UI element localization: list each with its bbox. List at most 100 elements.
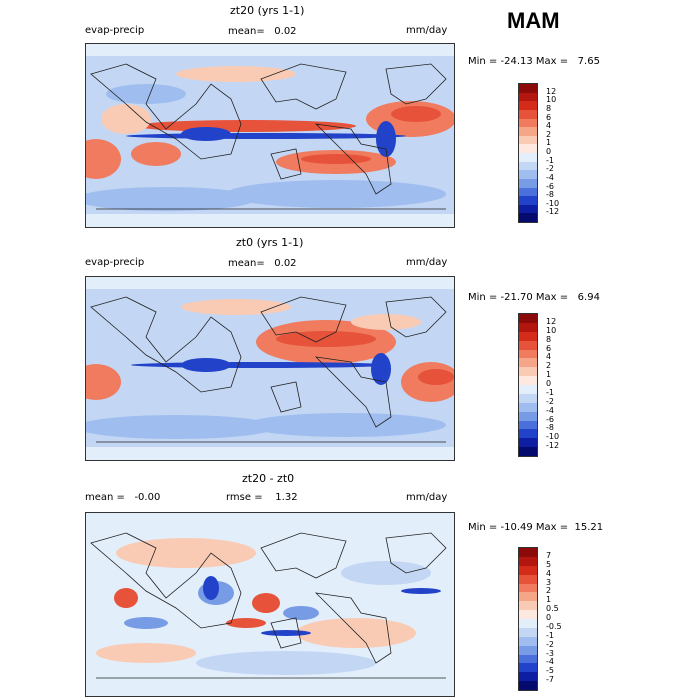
colorbar-label: 0 bbox=[546, 613, 552, 622]
colorbar-segment bbox=[519, 411, 537, 421]
colorbar-label: -7 bbox=[546, 675, 554, 685]
colorbar-label: 2 bbox=[546, 129, 552, 139]
colorbar-segment bbox=[519, 178, 537, 188]
panel-1-colorbar bbox=[518, 83, 538, 223]
colorbar-segment bbox=[519, 402, 537, 412]
colorbar-segment bbox=[519, 109, 537, 119]
colorbar-label: 6 bbox=[546, 343, 552, 353]
colorbar-label: -4 bbox=[546, 405, 554, 415]
colorbar-label: 0.5 bbox=[546, 604, 559, 614]
colorbar-segment bbox=[519, 340, 537, 350]
colorbar-label: -2 bbox=[546, 164, 554, 174]
colorbar-segment bbox=[519, 349, 537, 359]
colorbar-label: 3 bbox=[546, 577, 552, 587]
colorbar-segment bbox=[519, 654, 537, 664]
panel-1-title: zt20 (yrs 1-1) bbox=[230, 4, 305, 17]
panel-2-colorbar bbox=[518, 313, 538, 457]
panel-2-left-label: evap-precip bbox=[85, 257, 145, 268]
panel-3-colorbar bbox=[518, 547, 538, 691]
colorbar-segment bbox=[519, 601, 537, 611]
colorbar-segment bbox=[519, 196, 537, 205]
colorbar-label: 8 bbox=[546, 103, 552, 113]
colorbar-label: 12 bbox=[546, 86, 557, 96]
colorbar-segment bbox=[519, 672, 537, 682]
colorbar-segment bbox=[519, 331, 537, 341]
colorbar-segment bbox=[519, 144, 537, 153]
panel-1-mean: mean= 0.02 bbox=[228, 26, 297, 37]
colorbar-segment bbox=[519, 663, 537, 673]
colorbar-segment bbox=[519, 574, 537, 584]
colorbar-segment bbox=[519, 170, 537, 179]
panel-3-title: zt20 - zt0 bbox=[242, 472, 295, 485]
colorbar-segment bbox=[519, 393, 537, 403]
panel-3-mean: mean = -0.00 bbox=[85, 492, 161, 503]
colorbar-label: -12 bbox=[546, 207, 560, 217]
colorbar-label: -3 bbox=[546, 648, 554, 658]
colorbar-label: -10 bbox=[546, 198, 560, 208]
colorbar-segment bbox=[519, 358, 537, 368]
colorbar-segment bbox=[519, 619, 537, 628]
colorbar-label: 10 bbox=[546, 325, 557, 335]
colorbar-label: 1 bbox=[546, 595, 552, 605]
colorbar-label: -1 bbox=[546, 387, 554, 397]
colorbar-label: 2 bbox=[546, 361, 552, 371]
colorbar-segment bbox=[519, 627, 537, 637]
colorbar-label: -2 bbox=[546, 639, 554, 649]
colorbar-label: -4 bbox=[546, 657, 554, 667]
colorbar-label: 7 bbox=[546, 550, 552, 560]
colorbar-label: 12 bbox=[546, 316, 557, 326]
colorbar-label: -4 bbox=[546, 172, 554, 182]
colorbar-label: 4 bbox=[546, 352, 552, 362]
panel-2-mean: mean= 0.02 bbox=[228, 258, 297, 269]
colorbar-segment bbox=[519, 314, 537, 323]
colorbar-label: -5 bbox=[546, 666, 554, 676]
colorbar-label: -8 bbox=[546, 423, 554, 433]
colorbar-label: -6 bbox=[546, 414, 554, 424]
panel-2-units: mm/day bbox=[406, 257, 448, 268]
colorbar-label: 5 bbox=[546, 559, 552, 569]
colorbar-label: 8 bbox=[546, 334, 552, 344]
colorbar-label: 1 bbox=[546, 370, 552, 380]
colorbar-label: -8 bbox=[546, 190, 554, 200]
colorbar-label: 6 bbox=[546, 112, 552, 122]
colorbar-segment bbox=[519, 84, 537, 93]
colorbar-segment bbox=[519, 204, 537, 214]
colorbar-segment bbox=[519, 429, 537, 439]
colorbar-label: 4 bbox=[546, 121, 552, 131]
colorbar-label: -1 bbox=[546, 155, 554, 165]
panel-1-left-label: evap-precip bbox=[85, 25, 145, 36]
colorbar-segment bbox=[519, 592, 537, 602]
colorbar-label: 1 bbox=[546, 138, 552, 148]
colorbar-label: -0.5 bbox=[546, 621, 562, 631]
colorbar-segment bbox=[519, 367, 537, 377]
colorbar-label: 10 bbox=[546, 95, 557, 105]
colorbar-segment bbox=[519, 548, 537, 557]
panel-3-units: mm/day bbox=[406, 492, 448, 503]
colorbar-segment bbox=[519, 556, 537, 566]
colorbar-segment bbox=[519, 187, 537, 197]
colorbar-segment bbox=[519, 376, 537, 385]
panel-1-minmax: Min = -24.13 Max = 7.65 bbox=[468, 56, 600, 67]
colorbar-label: -6 bbox=[546, 181, 554, 191]
colorbar-label: -12 bbox=[546, 441, 560, 451]
panel-3-rmse: rmse = 1.32 bbox=[226, 492, 298, 503]
colorbar-segment bbox=[519, 636, 537, 646]
colorbar-segment bbox=[519, 135, 537, 145]
colorbar-segment bbox=[519, 101, 537, 110]
colorbar-label: 4 bbox=[546, 568, 552, 578]
colorbar-segment bbox=[519, 447, 537, 456]
colorbar-segment bbox=[519, 583, 537, 593]
colorbar-segment bbox=[519, 438, 537, 448]
colorbar-segment bbox=[519, 161, 537, 171]
colorbar-segment bbox=[519, 385, 537, 394]
colorbar-label: -2 bbox=[546, 396, 554, 406]
colorbar-segment bbox=[519, 645, 537, 655]
panel-3-minmax: Min = -10.49 Max = 15.21 bbox=[468, 522, 604, 533]
colorbar-segment bbox=[519, 127, 537, 136]
panel-2-map bbox=[85, 276, 455, 461]
colorbar-label: 2 bbox=[546, 586, 552, 596]
season-title: MAM bbox=[507, 8, 560, 33]
colorbar-label: 0 bbox=[546, 379, 552, 388]
colorbar-label: -10 bbox=[546, 432, 560, 442]
colorbar-segment bbox=[519, 92, 537, 102]
